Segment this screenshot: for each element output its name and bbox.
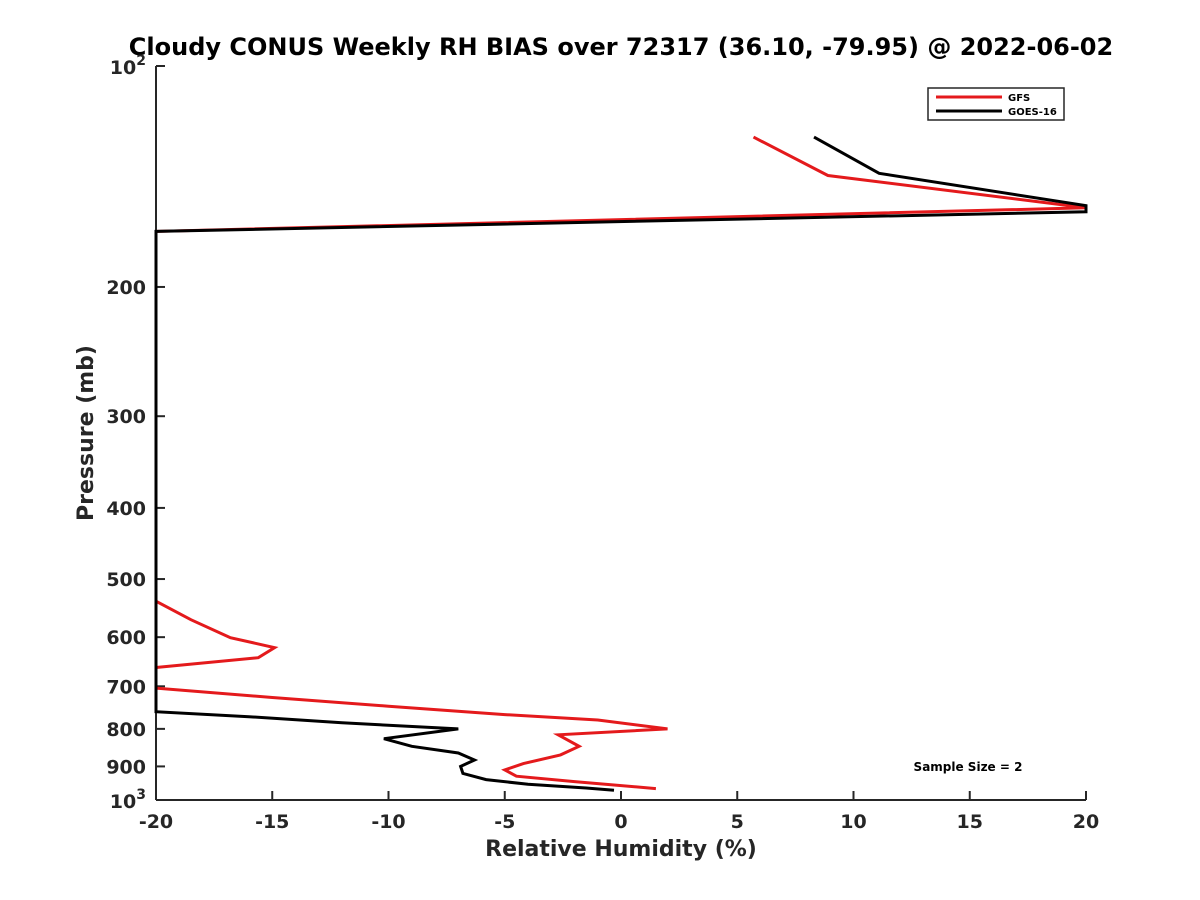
chart-title: Cloudy CONUS Weekly RH BIAS over 72317 (… <box>129 33 1113 61</box>
x-tick-label: 15 <box>957 811 983 833</box>
y-axis-label: Pressure (mb) <box>74 345 99 521</box>
x-axis-label: Relative Humidity (%) <box>485 837 757 862</box>
y-tick-label: 900 <box>106 756 146 778</box>
sample-size-annotation: Sample Size = 2 <box>914 760 1023 774</box>
x-tick-label: 20 <box>1073 811 1099 833</box>
x-tick-label: 0 <box>614 811 627 833</box>
y-bottom-decade-label: 103 <box>110 787 146 813</box>
y-tick-label: 700 <box>106 676 146 698</box>
y-tick-label: 200 <box>106 277 146 299</box>
legend-entry: GFS <box>1008 93 1030 104</box>
x-tick-label: 10 <box>840 811 866 833</box>
y-tick-label: 400 <box>106 498 146 520</box>
series-line-goes-16 <box>154 135 1088 792</box>
legend-entry: GOES-16 <box>1008 107 1057 118</box>
y-top-decade-label: 102 <box>110 53 146 79</box>
legend-box <box>927 87 1065 121</box>
y-tick-label: 500 <box>106 569 146 591</box>
x-tick-label: -5 <box>494 811 515 833</box>
x-tick-label: 5 <box>731 811 744 833</box>
x-tick-label: -20 <box>139 811 173 833</box>
y-tick-label: 600 <box>106 627 146 649</box>
x-tick-label: -15 <box>255 811 289 833</box>
y-tick-label: 300 <box>106 406 146 428</box>
tick-marks <box>155 65 1087 801</box>
x-tick-label: -10 <box>371 811 405 833</box>
series-layer <box>154 135 1088 792</box>
legend: GFS GOES-16 <box>927 87 1065 121</box>
y-tick-label: 800 <box>106 719 146 741</box>
